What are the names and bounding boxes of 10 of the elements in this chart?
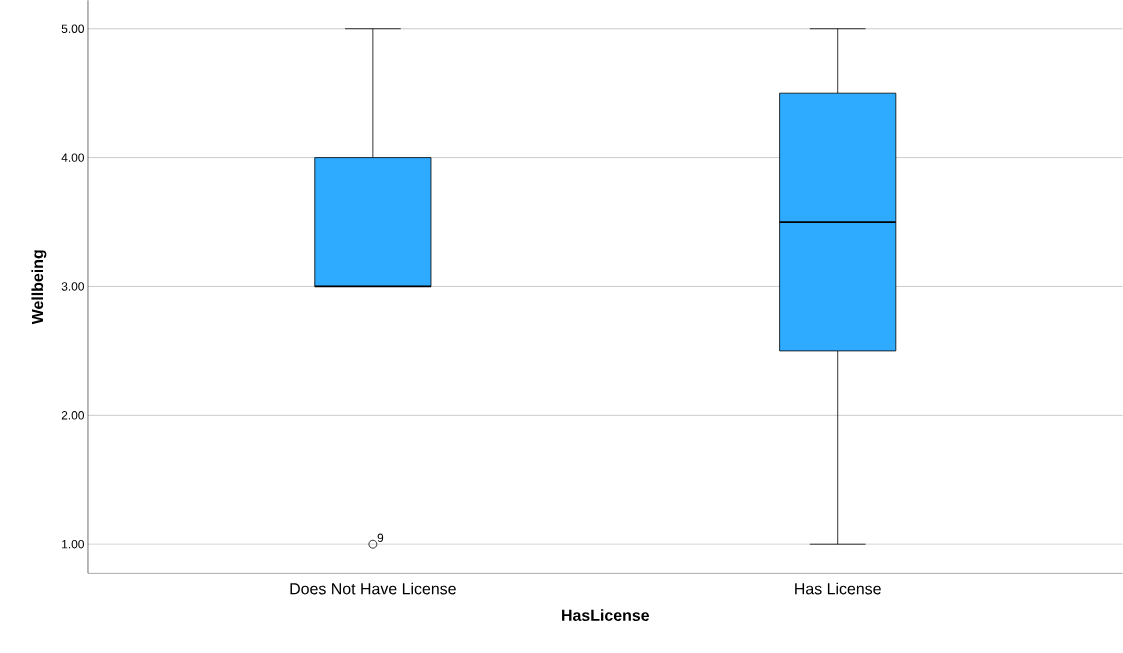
y-tick-label: 3.00 [61, 282, 84, 291]
y-tick-label: 2.00 [61, 411, 84, 420]
x-axis-title: HasLicense [562, 609, 650, 621]
x-tick-label: Has License [795, 582, 881, 595]
x-tick-label: Does Not Have License [290, 582, 456, 595]
y-tick-label: 1.00 [62, 539, 84, 549]
y-tick-label: 4.00 [61, 153, 84, 162]
y-axis-title: Wellbeing [31, 250, 47, 325]
annotation: 9 [377, 533, 384, 542]
y-tick-label: 5.00 [61, 24, 84, 33]
